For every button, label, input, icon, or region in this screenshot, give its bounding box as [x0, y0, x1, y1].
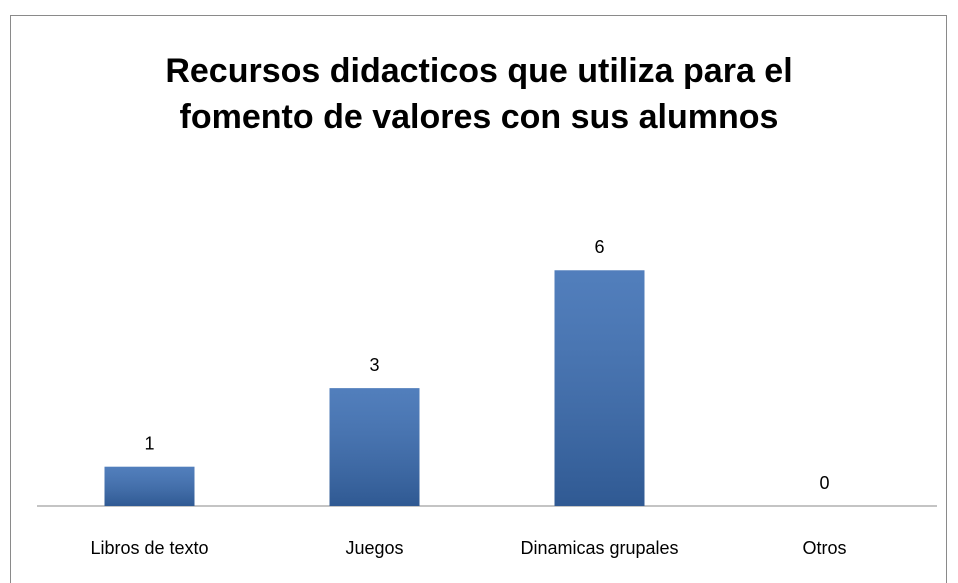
data-label: 1 — [144, 433, 154, 453]
data-label: 0 — [819, 473, 829, 493]
data-label: 3 — [369, 355, 379, 375]
bar — [104, 466, 195, 506]
data-label: 6 — [594, 237, 604, 257]
x-tick-label: Otros — [802, 538, 846, 558]
bar — [329, 388, 420, 506]
x-tick-label: Libros de texto — [90, 538, 208, 558]
bar — [554, 270, 645, 506]
x-tick-label: Juegos — [345, 538, 403, 558]
x-tick-label: Dinamicas grupales — [520, 538, 678, 558]
chart-frame — [10, 15, 947, 583]
chart-title: Recursos didacticos que utiliza para el … — [165, 52, 793, 136]
